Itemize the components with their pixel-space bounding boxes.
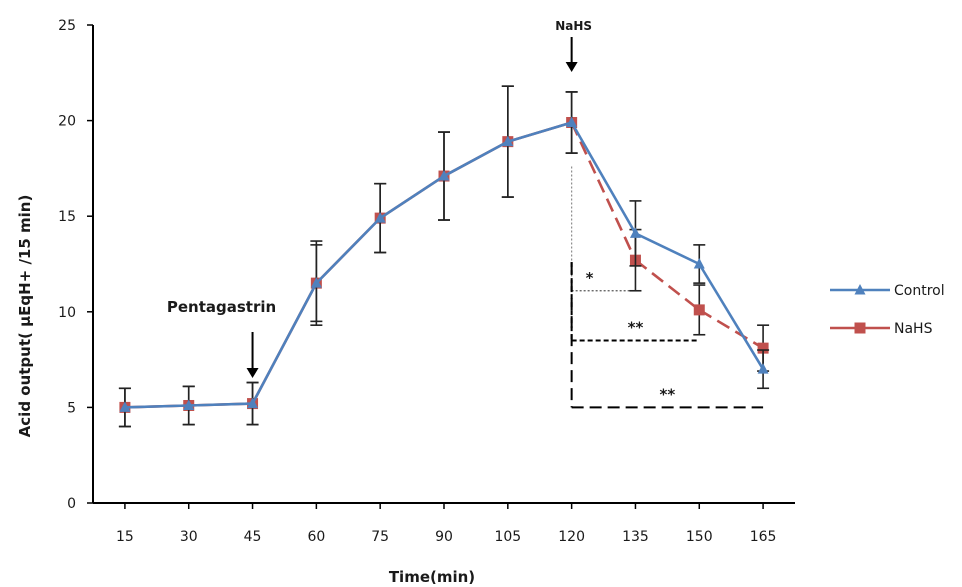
annotation: NaHS	[555, 19, 592, 72]
axes: 0 5 10 15 20 25 15 30 45 60 75 90 105 120 135 150 165	[58, 18, 795, 545]
y-tick-label: 20	[58, 114, 76, 130]
x-tick-label: 165	[750, 529, 777, 545]
data-point	[629, 227, 641, 238]
data-point	[693, 258, 705, 269]
series-line-segment	[698, 308, 764, 350]
data-point	[502, 135, 514, 147]
legend-item-control: Control	[830, 283, 945, 299]
data-point	[438, 170, 450, 181]
legend-item-nahs: NaHS	[830, 321, 933, 337]
x-tick-label: 60	[307, 529, 325, 545]
significance-bracket: **	[570, 262, 764, 409]
x-tick-label: 15	[116, 529, 134, 545]
series-line-segment	[251, 282, 318, 405]
legend-marker	[854, 322, 866, 334]
data-point	[183, 399, 195, 410]
series-line-segment	[507, 121, 573, 143]
y-tick-label: 25	[58, 18, 76, 34]
annotation: Pentagastrin	[167, 298, 276, 378]
x-tick-label: 90	[435, 529, 453, 545]
x-tick-label: 120	[558, 529, 585, 545]
annotation-arrow-head	[246, 368, 259, 378]
x-tick-label: 150	[686, 529, 713, 545]
series-line-segment	[443, 140, 509, 178]
y-tick-label: 15	[58, 209, 76, 225]
data-point	[374, 212, 386, 223]
data-point	[247, 397, 259, 409]
series-line-segment	[634, 232, 700, 266]
significance-label: *	[586, 269, 594, 287]
series-line-segment	[124, 404, 189, 409]
legend-label: NaHS	[894, 321, 933, 337]
series-line-segment	[315, 217, 382, 285]
legend-marker	[854, 284, 866, 295]
data-point	[757, 363, 769, 374]
y-tick-label: 0	[67, 496, 76, 512]
series-line-segment	[570, 121, 637, 235]
series-line-segment	[188, 402, 253, 407]
significance-brackets: *****	[570, 166, 764, 409]
annotation-label: Pentagastrin	[167, 298, 276, 316]
x-tick-label: 45	[244, 529, 262, 545]
x-tick-label: 30	[180, 529, 198, 545]
y-tick-label: 10	[58, 305, 76, 321]
series-layer	[118, 85, 770, 428]
x-tick-label: 75	[371, 529, 389, 545]
x-axis-title: Time(min)	[389, 568, 475, 586]
series-line-segment	[570, 121, 637, 261]
annotation-arrow-head	[565, 62, 578, 72]
data-point	[757, 342, 769, 354]
data-point	[566, 116, 578, 128]
legend-label: Control	[894, 283, 945, 299]
significance-label: **	[660, 385, 676, 403]
series-control	[118, 85, 770, 428]
data-point	[119, 401, 131, 412]
x-tick-label: 105	[494, 529, 521, 545]
significance-label: **	[628, 318, 644, 336]
series-line-segment	[634, 259, 701, 311]
series-line-segment	[698, 263, 765, 370]
y-tick-label: 5	[67, 400, 76, 416]
annotation-label: NaHS	[555, 19, 592, 33]
legend: Control NaHS	[830, 283, 945, 337]
data-point	[310, 277, 322, 288]
series-line-segment	[379, 174, 445, 220]
annotations-layer: Pentagastrin NaHS	[167, 19, 592, 378]
y-axis-title: Acid output( µEqH+ /15 min)	[16, 195, 34, 438]
significance-bracket: *	[571, 166, 636, 292]
data-point	[693, 304, 705, 316]
x-tick-label: 135	[622, 529, 649, 545]
